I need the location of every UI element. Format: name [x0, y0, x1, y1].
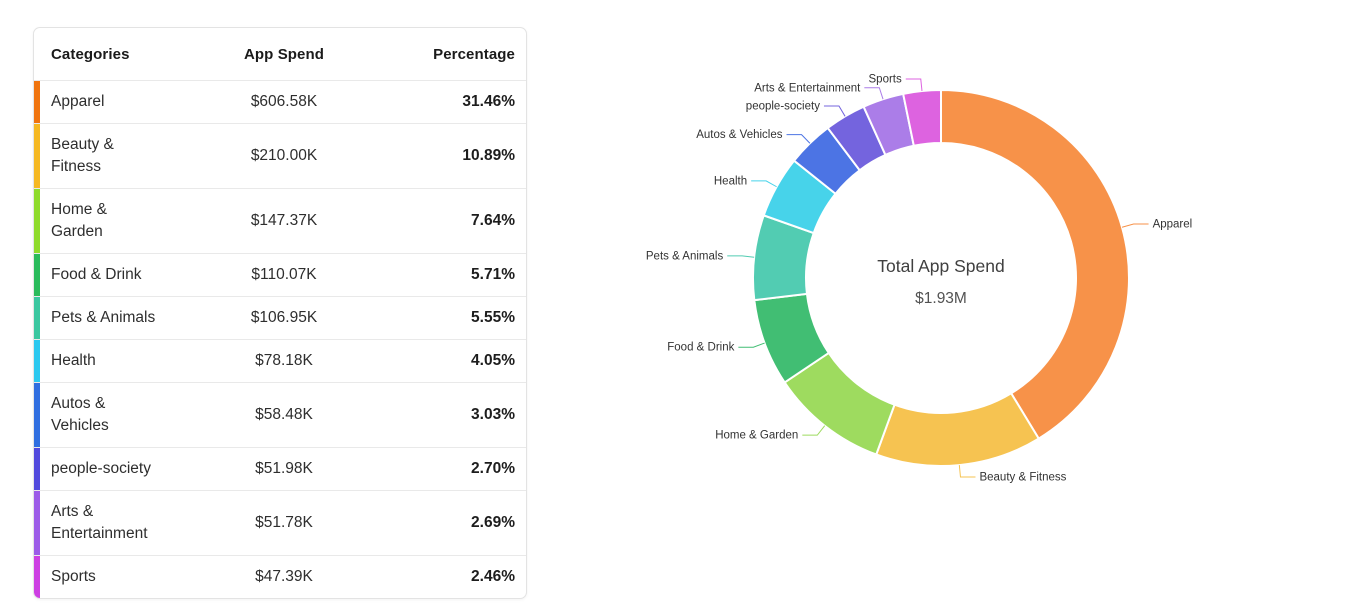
category-cell: Apparel [51, 93, 105, 110]
table-row-health: Health $78.18K 4.05% [34, 339, 526, 382]
label-leader-line-pets-animals [727, 255, 755, 258]
category-color-strip [34, 81, 40, 123]
donut-slice-apparel[interactable] [940, 89, 1130, 440]
donut-labels: Apparel Beauty & Fitness Home & Garden Food… [646, 74, 1192, 484]
category-cell: Food & Drink [51, 266, 142, 283]
label-leader-line-arts-entertainment [864, 87, 884, 100]
donut-slice-beauty-fitness[interactable] [875, 392, 1040, 467]
slice-label-autos-vehicles: Autos & Vehicles [696, 129, 783, 141]
category-cell: Arts & Entertainment [51, 503, 148, 542]
category-color-strip [34, 383, 40, 447]
table-row-people-society: people-society $51.98K 2.70% [34, 447, 526, 490]
spend-cell: $110.07K [251, 266, 317, 283]
category-color-strip [34, 124, 40, 188]
spend-cell: $106.95K [250, 309, 318, 326]
slice-label-arts-entertainment: Arts & Entertainment [754, 82, 861, 94]
donut-center-title: Total App Spend [877, 256, 1004, 276]
donut-chart-panel: Apparel Beauty & Fitness Home & Garden Food… [620, 0, 1355, 610]
label-leader-line-home-garden [802, 425, 826, 436]
percentage-cell: 3.03% [471, 406, 515, 423]
percentage-cell: 7.64% [471, 212, 515, 229]
category-color-strip [34, 448, 40, 490]
percentage-cell: 2.69% [471, 514, 515, 531]
table-row-pets-animals: Pets & Animals $106.95K 5.55% [34, 296, 526, 339]
category-cell: Beauty & Fitness [51, 136, 114, 175]
percentage-cell: 4.05% [471, 352, 515, 369]
table-row-sports: Sports $47.39K 2.46% [34, 555, 526, 598]
spend-cell: $58.48K [255, 406, 313, 423]
label-leader-line-food-drink [738, 342, 765, 348]
percentage-cell: 2.70% [471, 460, 515, 477]
table-body: Apparel $606.58K 31.46% Beauty & Fitness $21… [34, 80, 526, 598]
column-header-categories: Categories [51, 45, 130, 63]
category-color-strip [34, 297, 40, 339]
column-header-percentage: Percentage [433, 45, 515, 63]
donut-center-value: $1.93M [915, 290, 967, 307]
category-cell: Health [51, 352, 96, 369]
slice-label-health: Health [714, 175, 747, 187]
table-row-autos-vehicles: Autos & Vehicles $58.48K 3.03% [34, 382, 526, 447]
percentage-cell: 5.55% [471, 309, 515, 326]
label-leader-line-sports [905, 78, 923, 92]
slice-label-beauty-fitness: Beauty & Fitness [979, 472, 1066, 484]
category-color-strip [34, 340, 40, 382]
label-leader-line-people-society [823, 105, 846, 117]
table-row-food-drink: Food & Drink $110.07K 5.71% [34, 253, 526, 296]
percentage-cell: 31.46% [462, 93, 515, 110]
category-cell: Sports [51, 568, 96, 585]
slice-label-apparel: Apparel [1153, 219, 1193, 231]
table-row-arts-entertainment: Arts & Entertainment $51.78K 2.69% [34, 490, 526, 555]
slice-label-people-society: people-society [746, 100, 820, 112]
category-color-strip [34, 189, 40, 253]
categories-table-card: Categories App Spend Percentage Apparel $… [33, 27, 527, 599]
donut-chart-svg: Apparel Beauty & Fitness Home & Garden Food… [646, 74, 1192, 484]
slice-label-pets-animals: Pets & Animals [646, 250, 724, 262]
donut-slices [752, 89, 1130, 467]
percentage-cell: 10.89% [462, 147, 515, 164]
table-row-home-garden: Home & Garden $147.37K 7.64% [34, 188, 526, 253]
spend-cell: $47.39K [255, 568, 313, 585]
category-color-strip [34, 491, 40, 555]
spend-cell: $78.18K [255, 352, 313, 369]
slice-label-home-garden: Home & Garden [715, 430, 798, 442]
percentage-cell: 2.46% [471, 568, 515, 585]
table-header-row: Categories App Spend Percentage [34, 28, 526, 80]
spend-cell: $147.37K [250, 212, 318, 229]
label-leader-line-health [751, 180, 777, 188]
label-leader-line-autos-vehicles [786, 134, 811, 144]
category-color-strip [34, 254, 40, 296]
label-leader-line-apparel [1121, 223, 1149, 228]
table-row-beauty-fitness: Beauty & Fitness $210.00K 10.89% [34, 123, 526, 188]
slice-label-sports: Sports [869, 74, 902, 86]
slice-label-food-drink: Food & Drink [667, 342, 734, 354]
donut-slice-sports[interactable] [902, 89, 942, 147]
label-leader-line-beauty-fitness [958, 465, 976, 478]
spend-cell: $606.58K [250, 93, 318, 110]
column-header-app-spend: App Spend [243, 45, 325, 63]
category-cell: Autos & Vehicles [51, 395, 109, 434]
spend-cell: $210.00K [250, 147, 318, 164]
table-row-apparel: Apparel $606.58K 31.46% [34, 80, 526, 123]
spend-cell: $51.98K [255, 460, 313, 477]
category-color-strip [34, 556, 40, 598]
category-cell: Pets & Animals [51, 309, 156, 326]
spend-cell: $51.78K [255, 514, 313, 531]
category-cell: people-society [51, 460, 151, 477]
percentage-cell: 5.71% [471, 266, 515, 283]
category-cell: Home & Garden [51, 201, 107, 240]
